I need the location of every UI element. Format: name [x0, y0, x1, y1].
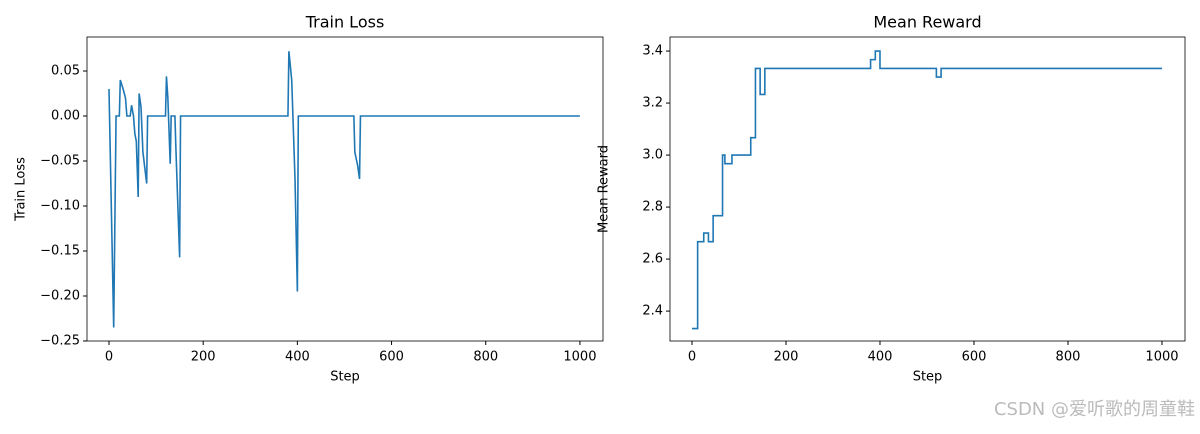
x-tick-label: 200	[191, 350, 216, 365]
chart-title: Mean Reward	[873, 13, 981, 32]
data-line	[691, 50, 1162, 330]
x-tick-label: 800	[473, 350, 498, 365]
data-line	[108, 51, 580, 328]
y-tick-label: −0.10	[40, 199, 80, 214]
x-axis-label: Step	[330, 370, 360, 385]
y-tick-label: 3.4	[642, 44, 663, 59]
x-tick-label: 0	[688, 350, 696, 365]
y-tick-label: 2.4	[642, 304, 663, 319]
x-tick-label: 200	[774, 350, 799, 365]
y-tick-label: −0.05	[40, 154, 80, 169]
x-tick-label: 600	[379, 350, 404, 365]
x-tick-label: 600	[962, 350, 987, 365]
x-tick-label: 0	[105, 350, 113, 365]
y-axis-label: Mean Reward	[597, 145, 612, 233]
y-tick-label: −0.15	[40, 244, 80, 259]
y-tick-label: 2.6	[642, 252, 663, 267]
x-axis-label: Step	[913, 370, 943, 385]
x-tick-label: 400	[285, 350, 310, 365]
y-tick-label: 3.2	[642, 96, 663, 111]
y-tick-label: 0.00	[51, 109, 80, 124]
watermark: CSDN @爱听歌的周童鞋	[994, 399, 1195, 420]
x-tick-label: 800	[1056, 350, 1081, 365]
y-tick-label: 3.0	[642, 148, 663, 163]
y-tick-label: −0.25	[40, 334, 80, 349]
plot-frame	[669, 36, 1186, 342]
y-tick-label: −0.20	[40, 289, 80, 304]
chart-title: Train Loss	[305, 13, 385, 32]
x-tick-label: 1000	[563, 350, 596, 365]
x-tick-label: 400	[868, 350, 893, 365]
y-tick-label: 2.8	[642, 200, 663, 215]
y-tick-label: 0.05	[51, 64, 80, 79]
x-tick-label: 1000	[1145, 350, 1178, 365]
plot-frame	[86, 36, 604, 342]
y-axis-label: Train Loss	[14, 157, 29, 222]
